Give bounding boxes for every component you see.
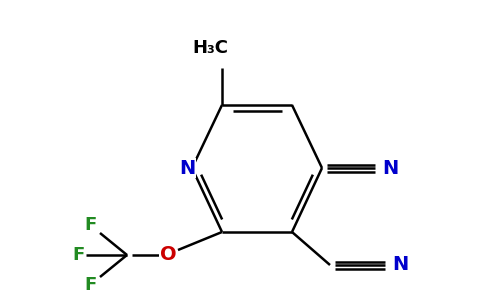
Text: N: N [179,158,195,178]
Text: F: F [72,246,84,264]
Text: N: N [382,158,398,178]
Text: N: N [392,256,408,274]
Text: F: F [84,216,96,234]
Text: F: F [84,276,96,294]
Text: O: O [160,245,176,265]
Text: H₃C: H₃C [192,39,228,57]
